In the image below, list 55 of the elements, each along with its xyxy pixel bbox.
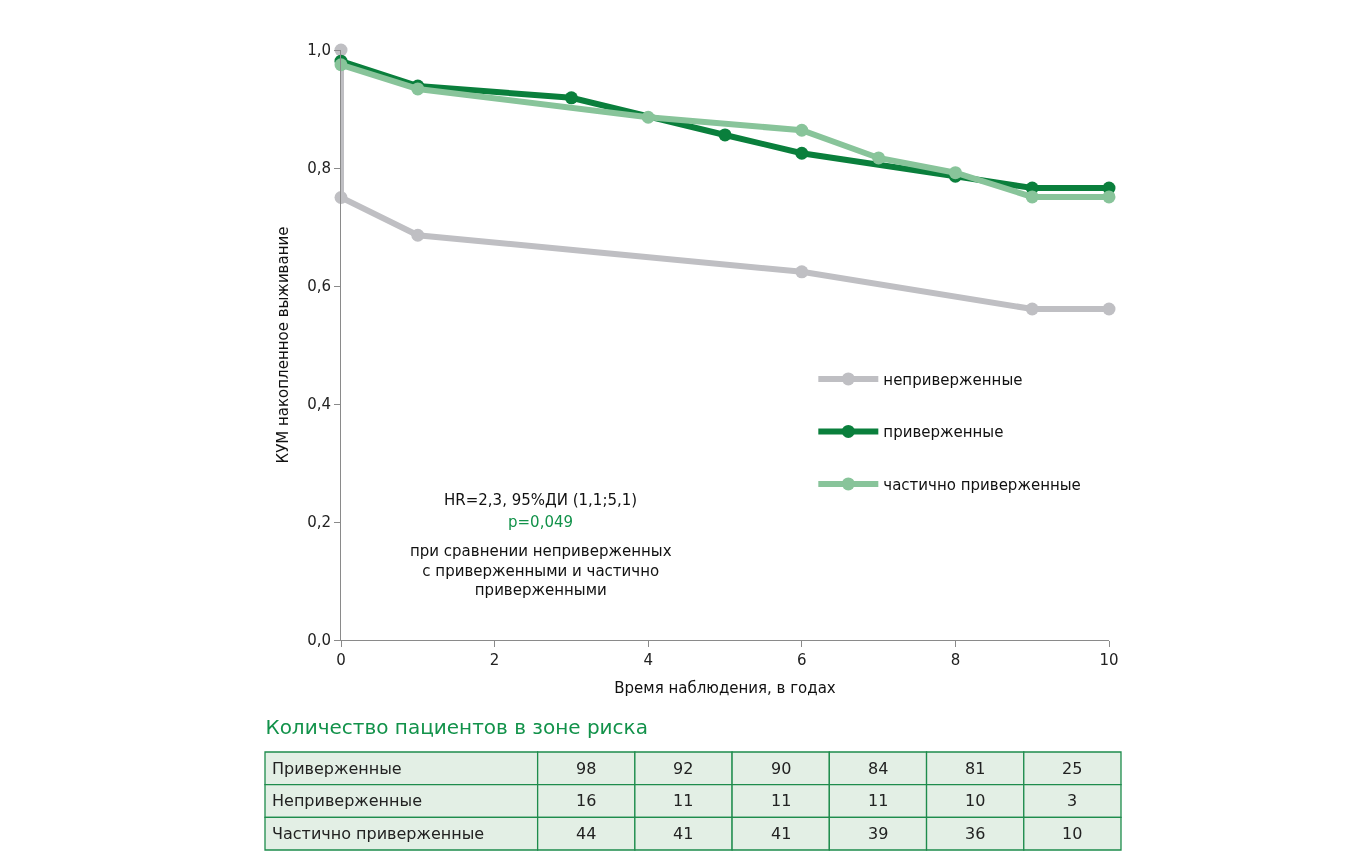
point	[411, 228, 425, 242]
data-label: 10	[1062, 824, 1083, 843]
y-tick-label: Частично приверженные	[272, 824, 485, 843]
legend-label: приверженные	[883, 423, 1004, 442]
data-label: 39	[868, 824, 889, 843]
y-tick-label: Приверженные	[272, 759, 402, 778]
legend-label: неприверженные	[883, 370, 1023, 389]
data-label: 11	[868, 791, 889, 810]
point	[795, 265, 809, 279]
point	[334, 191, 348, 204]
point	[795, 123, 809, 137]
data-label: 36	[965, 824, 986, 843]
data-label: 11	[771, 791, 792, 810]
data-label: 98	[576, 759, 597, 778]
point	[1025, 302, 1039, 316]
y-tick-label: Неприверженные	[272, 791, 422, 810]
chart-title: Количество пациентов в зоне риска	[265, 715, 648, 740]
y-tick-label: 1,0	[307, 41, 331, 60]
point	[564, 91, 578, 105]
data-label: 25	[1062, 759, 1083, 778]
point	[1102, 302, 1116, 316]
data-label: 41	[673, 824, 694, 843]
legend-label: частично приверженные	[883, 475, 1081, 494]
point	[795, 146, 809, 160]
point	[641, 110, 655, 124]
y-tick-label: 0,4	[307, 395, 331, 414]
x-tick-label: 8	[950, 651, 961, 669]
x-tick-label: 2	[489, 651, 500, 669]
point	[718, 128, 732, 142]
annotation: при сравнении неприверженных с приверженными и частично приверженными	[410, 542, 672, 599]
x-axis-title: Время наблюдения, в годах	[614, 679, 836, 697]
y-tick-label: 0,2	[307, 513, 331, 532]
annotation: HR=2,3, 95%ДИ (1,1;5,1)	[444, 491, 638, 509]
point	[1102, 190, 1116, 204]
x-tick-label: 6	[797, 651, 807, 669]
x-tick-label: 10	[1099, 651, 1119, 669]
data-label: 41	[771, 824, 792, 843]
y-tick-label: 0,6	[307, 277, 331, 296]
x-tick-label: 4	[643, 651, 653, 669]
x-tick-label: 0	[336, 651, 346, 669]
data-label: 11	[673, 791, 694, 810]
data-label: 84	[868, 759, 889, 778]
data-label: 3	[1067, 791, 1078, 810]
y-tick-label: 0,8	[307, 159, 331, 178]
data-label: 44	[576, 824, 597, 843]
point	[1025, 190, 1039, 204]
annotation: p=0,049	[508, 513, 574, 531]
data-label: 10	[965, 791, 986, 810]
y-axis-title: КУМ накопленное выживание	[274, 226, 293, 464]
data-label: 90	[771, 759, 792, 778]
data-label: 81	[965, 759, 986, 778]
point	[872, 151, 886, 165]
y-tick-label: 0,0	[307, 631, 331, 650]
data-label: 92	[673, 759, 694, 778]
data-label: 16	[576, 791, 597, 810]
